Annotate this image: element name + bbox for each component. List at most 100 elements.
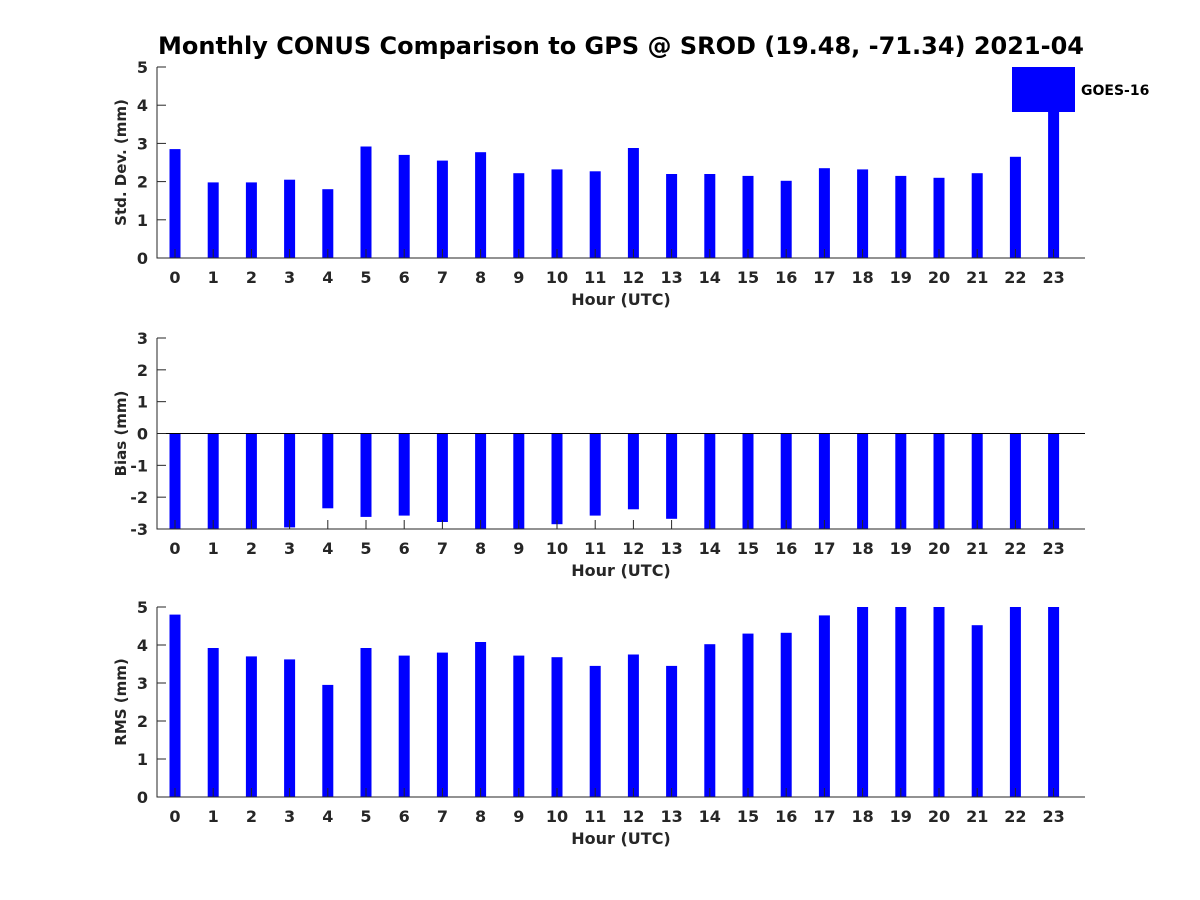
rms-bar-10 xyxy=(551,657,563,797)
rms-bar-19 xyxy=(895,607,907,797)
std-dev-xtick-label: 22 xyxy=(1004,268,1026,287)
rms-xtick-label: 17 xyxy=(813,807,835,826)
std-dev-ylabel: Std. Dev. (mm) xyxy=(112,99,130,226)
bias-xtick-label: 18 xyxy=(851,539,873,558)
bias-bars xyxy=(169,433,1060,529)
bias-xtick-label: 1 xyxy=(208,539,219,558)
rms-xtick-label: 22 xyxy=(1004,807,1026,826)
rms-bar-21 xyxy=(971,625,983,797)
bias-bar-15 xyxy=(742,433,754,529)
legend-label: GOES-16 xyxy=(1081,83,1149,99)
std-dev-xtick-label: 20 xyxy=(928,268,950,287)
std-dev-xtick-label: 14 xyxy=(699,268,721,287)
rms-xtick-label: 13 xyxy=(660,807,682,826)
std-dev-xtick-label: 23 xyxy=(1042,268,1064,287)
bias-xtick-label: 19 xyxy=(890,539,912,558)
bias-bar-22 xyxy=(1009,433,1021,529)
std-dev-bar-6 xyxy=(398,154,410,258)
rms-xtick-label: 8 xyxy=(475,807,486,826)
bias-bar-11 xyxy=(589,433,601,516)
bias-xtick-label: 4 xyxy=(322,539,333,558)
bias-bar-3 xyxy=(284,433,296,528)
std-dev-bar-13 xyxy=(666,174,678,258)
bias-xtick-label: 0 xyxy=(169,539,180,558)
rms-bar-1 xyxy=(207,648,219,797)
rms-bar-8 xyxy=(475,642,487,797)
bias-bar-12 xyxy=(627,433,639,510)
std-dev-bar-23 xyxy=(1048,67,1060,258)
bias-xlabel: Hour (UTC) xyxy=(571,561,671,580)
std-dev-ytick-label: 2 xyxy=(137,173,148,192)
std-dev-bars xyxy=(169,67,1060,258)
bias-xtick-label: 15 xyxy=(737,539,759,558)
bias-ytick-label: -3 xyxy=(130,520,148,539)
rms-xtick-label: 0 xyxy=(169,807,180,826)
std-dev-bar-14 xyxy=(704,174,716,258)
bias-xtick-label: 12 xyxy=(622,539,644,558)
std-dev-xtick-label: 16 xyxy=(775,268,797,287)
std-dev-bar-3 xyxy=(284,179,296,258)
rms-ytick-label: 3 xyxy=(137,674,148,693)
rms-xtick-label: 2 xyxy=(246,807,257,826)
bias-xtick-label: 6 xyxy=(399,539,410,558)
bias-xtick-label: 17 xyxy=(813,539,835,558)
std-dev-xtick-label: 9 xyxy=(513,268,524,287)
bias-xtick-label: 3 xyxy=(284,539,295,558)
std-dev-ytick-label: 5 xyxy=(137,58,148,77)
std-dev-xtick-label: 11 xyxy=(584,268,606,287)
rms-y-ticks: 0 1 2 3 4 5 xyxy=(137,598,166,807)
rms-xtick-label: 7 xyxy=(437,807,448,826)
std-dev-ytick-label: 0 xyxy=(137,249,148,268)
std-dev-bar-21 xyxy=(971,173,983,258)
std-dev-xtick-label: 10 xyxy=(546,268,568,287)
std-dev-bar-9 xyxy=(513,173,525,258)
std-dev-axis xyxy=(156,67,1085,259)
rms-bar-14 xyxy=(704,644,716,797)
std-dev-xtick-label: 12 xyxy=(622,268,644,287)
std-dev-ytick-label: 1 xyxy=(137,211,148,230)
rms-bar-12 xyxy=(627,654,639,797)
bias-ytick-label: 2 xyxy=(137,361,148,380)
chart-title: Monthly CONUS Comparison to GPS @ SROD (… xyxy=(158,32,1084,60)
bias-bar-10 xyxy=(551,433,563,525)
bias-xtick-label: 21 xyxy=(966,539,988,558)
bias-xtick-label: 5 xyxy=(360,539,371,558)
rms-xtick-label: 19 xyxy=(890,807,912,826)
bias-bar-0 xyxy=(169,433,181,529)
rms-ytick-label: 0 xyxy=(137,788,148,807)
rms-bar-16 xyxy=(780,632,792,797)
std-dev-xtick-label: 2 xyxy=(246,268,257,287)
rms-xtick-label: 5 xyxy=(360,807,371,826)
rms-xtick-label: 9 xyxy=(513,807,524,826)
std-dev-xtick-label: 17 xyxy=(813,268,835,287)
std-dev-xtick-label: 21 xyxy=(966,268,988,287)
rms-xtick-label: 3 xyxy=(284,807,295,826)
bias-bar-8 xyxy=(475,433,487,529)
std-dev-xtick-label: 1 xyxy=(208,268,219,287)
bias-bar-2 xyxy=(245,433,257,529)
std-dev-xtick-label: 4 xyxy=(322,268,333,287)
bias-bar-23 xyxy=(1048,433,1060,529)
rms-bar-20 xyxy=(933,607,945,797)
bias-bar-14 xyxy=(704,433,716,529)
panel-rms: 0 1 2 3 4 5 6 7 8 9 10 11 12 13 14 15 16 17 18 19 20 21 22 23 0… xyxy=(112,598,1085,848)
rms-bar-6 xyxy=(398,655,410,797)
rms-bar-7 xyxy=(436,652,448,797)
std-dev-xtick-label: 13 xyxy=(660,268,682,287)
std-dev-bar-1 xyxy=(207,182,219,258)
bias-xtick-label: 8 xyxy=(475,539,486,558)
rms-xtick-label: 10 xyxy=(546,807,568,826)
bias-xtick-label: 22 xyxy=(1004,539,1026,558)
rms-xtick-label: 16 xyxy=(775,807,797,826)
std-dev-bar-19 xyxy=(895,175,907,258)
bias-xtick-label: 13 xyxy=(660,539,682,558)
std-dev-xtick-label: 6 xyxy=(399,268,410,287)
legend: GOES-16 xyxy=(1012,67,1149,112)
std-dev-y-ticks: 0 1 2 3 4 5 xyxy=(137,58,166,268)
std-dev-bar-0 xyxy=(169,149,181,258)
std-dev-xtick-label: 0 xyxy=(169,268,180,287)
bias-xtick-label: 11 xyxy=(584,539,606,558)
rms-bar-3 xyxy=(284,659,296,797)
bias-ytick-label: 3 xyxy=(137,329,148,348)
